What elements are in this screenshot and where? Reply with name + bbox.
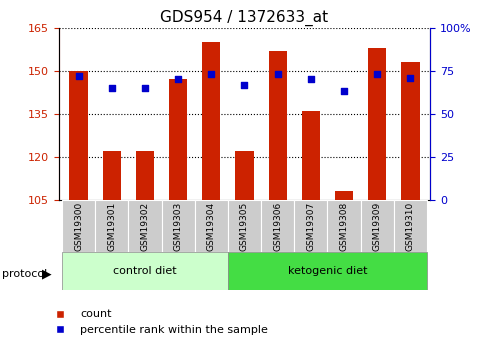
Bar xyxy=(95,200,128,252)
Bar xyxy=(367,48,386,200)
Bar xyxy=(227,200,261,252)
Bar xyxy=(161,200,194,252)
Point xyxy=(273,71,281,77)
Bar xyxy=(169,79,187,200)
Bar xyxy=(393,200,426,252)
Point xyxy=(340,89,347,94)
Point xyxy=(75,73,82,79)
Bar xyxy=(194,200,227,252)
Text: GSM19309: GSM19309 xyxy=(372,201,381,250)
Bar xyxy=(301,111,319,200)
Text: GSM19305: GSM19305 xyxy=(240,201,248,250)
Bar xyxy=(202,42,220,200)
Point xyxy=(207,71,215,77)
Bar xyxy=(102,151,121,200)
Point xyxy=(108,85,116,91)
Text: GSM19310: GSM19310 xyxy=(405,201,414,250)
Text: control diet: control diet xyxy=(113,266,176,276)
Point xyxy=(240,82,248,87)
Bar xyxy=(235,151,253,200)
Bar xyxy=(360,200,393,252)
Bar xyxy=(136,151,154,200)
Text: GSM19307: GSM19307 xyxy=(306,201,315,250)
Bar xyxy=(401,62,419,200)
Bar xyxy=(62,200,95,252)
Bar xyxy=(268,51,286,200)
Bar xyxy=(294,200,327,252)
Bar xyxy=(261,200,294,252)
Text: GSM19306: GSM19306 xyxy=(273,201,282,250)
Bar xyxy=(128,200,161,252)
Text: GSM19301: GSM19301 xyxy=(107,201,116,250)
Point xyxy=(174,77,182,82)
Text: GSM19302: GSM19302 xyxy=(140,201,149,250)
Text: GSM19300: GSM19300 xyxy=(74,201,83,250)
Bar xyxy=(227,252,426,290)
Point xyxy=(372,71,380,77)
Title: GDS954 / 1372633_at: GDS954 / 1372633_at xyxy=(160,10,328,26)
Bar xyxy=(334,191,352,200)
Text: GSM19304: GSM19304 xyxy=(206,201,215,250)
Text: ▶: ▶ xyxy=(41,268,51,281)
Text: GSM19308: GSM19308 xyxy=(339,201,348,250)
Bar xyxy=(62,252,227,290)
Bar xyxy=(69,71,87,200)
Point xyxy=(141,85,148,91)
Point xyxy=(406,75,413,80)
Point xyxy=(306,77,314,82)
Bar xyxy=(327,200,360,252)
Legend: count, percentile rank within the sample: count, percentile rank within the sample xyxy=(44,305,272,339)
Text: GSM19303: GSM19303 xyxy=(173,201,182,250)
Text: protocol: protocol xyxy=(2,269,48,279)
Text: ketogenic diet: ketogenic diet xyxy=(287,266,366,276)
